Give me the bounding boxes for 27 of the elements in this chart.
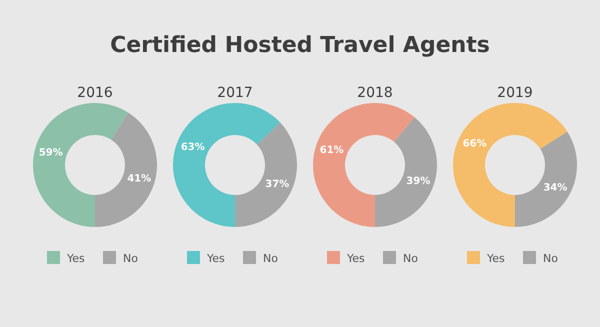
legend-label: Yes: [206, 252, 226, 265]
text: Certified Hosted Travel Agents: [110, 33, 490, 58]
data-label: 34%: [543, 182, 568, 194]
legend-label: Yes: [346, 252, 366, 265]
data-label: 39%: [406, 176, 430, 188]
donut-slice: [95, 112, 157, 227]
data-label: 66%: [462, 138, 487, 150]
chart-title: 2017: [217, 85, 253, 101]
data-label: 61%: [320, 144, 344, 156]
legend-label: No: [263, 252, 278, 265]
data-label: 37%: [265, 178, 290, 190]
legend-label: No: [403, 252, 418, 265]
chart-title: 2019: [497, 85, 533, 101]
legend-label: No: [543, 252, 558, 265]
legend-label: Yes: [66, 252, 86, 265]
donut-slice: [375, 117, 437, 227]
data-label: 59%: [38, 148, 63, 159]
legend-label: Yes: [486, 252, 506, 265]
donut-slice: [33, 103, 128, 227]
chart-title: 2018: [357, 85, 393, 101]
donut-slice: [453, 103, 568, 227]
legend-label: No: [123, 252, 138, 265]
donut-slice: [515, 132, 577, 227]
chart-title: 2016: [77, 85, 113, 101]
donut-slice: [235, 122, 297, 227]
data-label: 41%: [127, 173, 152, 184]
data-label: 63%: [180, 142, 205, 154]
